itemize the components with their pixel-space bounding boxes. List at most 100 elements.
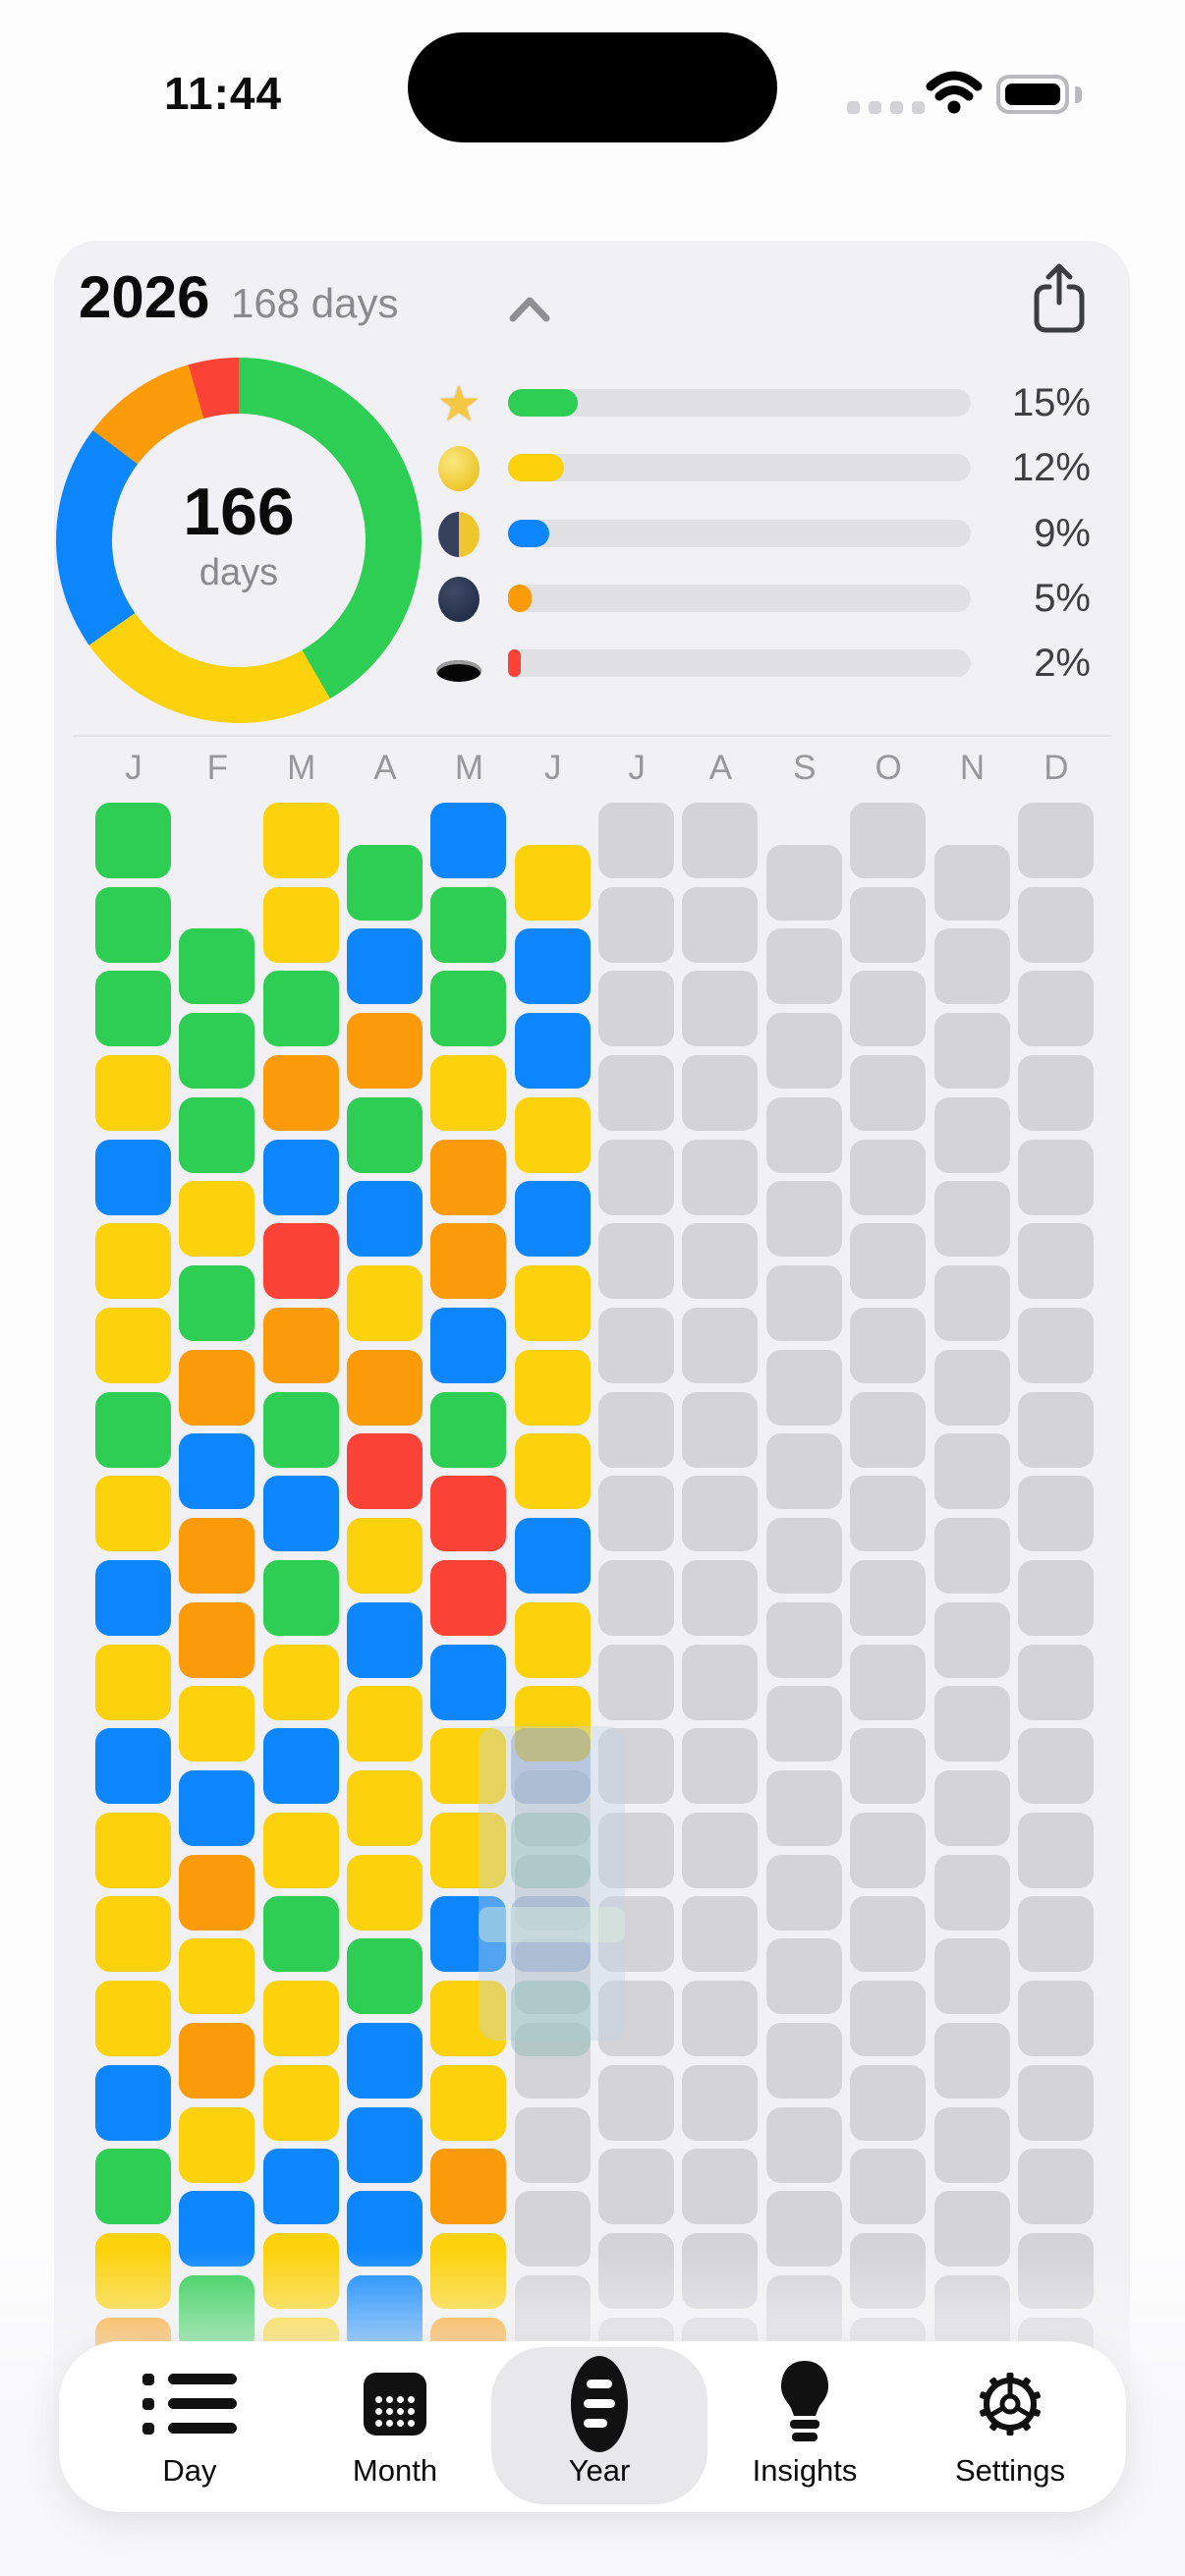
- day-cell[interactable]: [514, 1013, 591, 1090]
- day-cell[interactable]: [850, 1391, 927, 1468]
- day-cell[interactable]: [347, 1854, 423, 1931]
- day-cell[interactable]: [347, 1349, 423, 1426]
- day-cell[interactable]: [95, 1559, 171, 1636]
- day-cell[interactable]: [765, 1349, 842, 1426]
- tab-day[interactable]: Day: [96, 2341, 283, 2512]
- day-cell[interactable]: [850, 1644, 927, 1720]
- day-cell[interactable]: [850, 1223, 927, 1300]
- day-cell[interactable]: [933, 1433, 1010, 1510]
- day-cell[interactable]: [430, 1728, 507, 1805]
- day-cell[interactable]: [95, 1476, 171, 1552]
- day-cell[interactable]: [430, 803, 507, 878]
- day-cell[interactable]: [262, 886, 339, 963]
- day-cell[interactable]: [850, 1896, 927, 1973]
- day-cell[interactable]: [682, 971, 759, 1047]
- day-cell[interactable]: [179, 1518, 255, 1595]
- day-cell[interactable]: [1017, 2064, 1094, 2141]
- day-cell[interactable]: [682, 1812, 759, 1888]
- day-cell[interactable]: [765, 1686, 842, 1763]
- day-cell[interactable]: [347, 1769, 423, 1846]
- day-cell[interactable]: [179, 1854, 255, 1931]
- day-cell[interactable]: [179, 1181, 255, 1258]
- day-cell[interactable]: [95, 971, 171, 1047]
- day-cell[interactable]: [682, 1223, 759, 1300]
- day-cell[interactable]: [262, 1728, 339, 1805]
- day-cell[interactable]: [682, 1476, 759, 1552]
- day-cell[interactable]: [933, 1181, 1010, 1258]
- day-cell[interactable]: [95, 1981, 171, 2057]
- day-cell[interactable]: [95, 2064, 171, 2141]
- day-cell[interactable]: [430, 1896, 507, 1973]
- day-cell[interactable]: [95, 1054, 171, 1131]
- day-cell[interactable]: [933, 1096, 1010, 1173]
- day-cell[interactable]: [765, 1601, 842, 1678]
- day-cell[interactable]: [598, 1559, 675, 1636]
- day-cell[interactable]: [430, 1054, 507, 1131]
- day-cell[interactable]: [179, 2106, 255, 2183]
- day-cell[interactable]: [514, 1769, 591, 1846]
- day-cell[interactable]: [514, 1265, 591, 1342]
- tab-month[interactable]: Month: [302, 2341, 488, 2512]
- day-cell[interactable]: [514, 1518, 591, 1595]
- day-cell[interactable]: [598, 1812, 675, 1888]
- day-cell[interactable]: [765, 1518, 842, 1595]
- day-cell[interactable]: [1017, 886, 1094, 963]
- day-cell[interactable]: [682, 1644, 759, 1720]
- day-cell[interactable]: [95, 1644, 171, 1720]
- day-cell[interactable]: [347, 1013, 423, 1090]
- day-cell[interactable]: [933, 1518, 1010, 1595]
- day-cell[interactable]: [765, 1265, 842, 1342]
- day-cell[interactable]: [765, 1938, 842, 2015]
- day-cell[interactable]: [347, 2022, 423, 2099]
- day-cell[interactable]: [430, 1644, 507, 1720]
- day-cell[interactable]: [95, 1307, 171, 1383]
- day-cell[interactable]: [1017, 1896, 1094, 1973]
- day-cell[interactable]: [347, 1181, 423, 1258]
- day-cell[interactable]: [1017, 1644, 1094, 1720]
- day-cell[interactable]: [850, 1054, 927, 1131]
- day-cell[interactable]: [850, 1559, 927, 1636]
- day-cell[interactable]: [514, 928, 591, 1005]
- day-cell[interactable]: [598, 1054, 675, 1131]
- day-cell[interactable]: [179, 1265, 255, 1342]
- day-cell[interactable]: [682, 886, 759, 963]
- tab-year[interactable]: Year: [506, 2341, 693, 2512]
- day-cell[interactable]: [262, 1054, 339, 1131]
- day-cell[interactable]: [430, 1981, 507, 2057]
- day-cell[interactable]: [179, 1769, 255, 1846]
- day-cell[interactable]: [933, 1013, 1010, 1090]
- day-cell[interactable]: [1017, 803, 1094, 878]
- day-cell[interactable]: [933, 844, 1010, 921]
- day-cell[interactable]: [850, 971, 927, 1047]
- day-cell[interactable]: [179, 1433, 255, 1510]
- day-cell[interactable]: [765, 1769, 842, 1846]
- day-cell[interactable]: [262, 2064, 339, 2141]
- day-cell[interactable]: [598, 1307, 675, 1383]
- day-cell[interactable]: [1017, 1728, 1094, 1805]
- day-cell[interactable]: [850, 1981, 927, 2057]
- day-cell[interactable]: [850, 2064, 927, 2141]
- day-cell[interactable]: [95, 886, 171, 963]
- day-cell[interactable]: [598, 971, 675, 1047]
- day-cell[interactable]: [262, 1391, 339, 1468]
- day-cell[interactable]: [262, 1307, 339, 1383]
- day-cell[interactable]: [347, 1518, 423, 1595]
- day-cell[interactable]: [682, 2149, 759, 2225]
- day-cell[interactable]: [430, 2064, 507, 2141]
- day-cell[interactable]: [933, 928, 1010, 1005]
- day-cell[interactable]: [95, 1391, 171, 1468]
- day-cell[interactable]: [765, 1013, 842, 1090]
- day-cell[interactable]: [179, 1601, 255, 1678]
- day-cell[interactable]: [1017, 1054, 1094, 1131]
- day-cell[interactable]: [514, 1433, 591, 1510]
- day-cell[interactable]: [850, 2149, 927, 2225]
- day-cell[interactable]: [933, 1601, 1010, 1678]
- day-cell[interactable]: [179, 1349, 255, 1426]
- day-cell[interactable]: [514, 1854, 591, 1931]
- day-cell[interactable]: [179, 928, 255, 1005]
- day-cell[interactable]: [514, 1938, 591, 2015]
- day-cell[interactable]: [95, 1223, 171, 1300]
- day-cell[interactable]: [430, 1307, 507, 1383]
- day-cell[interactable]: [1017, 1981, 1094, 2057]
- day-cell[interactable]: [598, 1139, 675, 1215]
